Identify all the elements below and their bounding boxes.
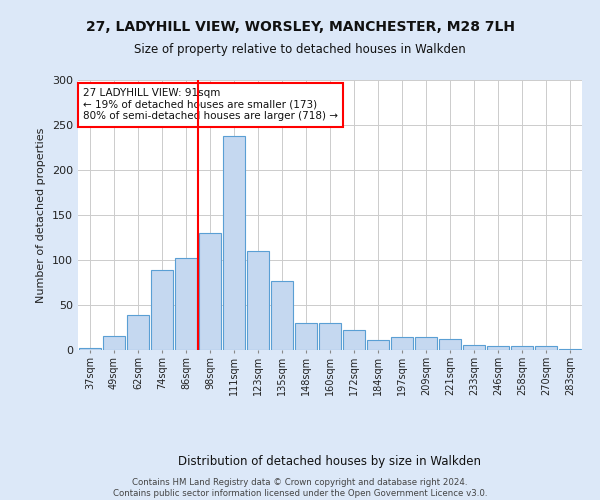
Bar — [127, 315, 149, 350]
Bar — [175, 258, 197, 350]
Text: Distribution of detached houses by size in Walkden: Distribution of detached houses by size … — [179, 454, 482, 468]
Bar — [199, 233, 221, 350]
Bar — [247, 251, 269, 350]
Bar — [511, 346, 533, 350]
Bar — [463, 344, 485, 350]
Bar — [295, 323, 317, 350]
Bar — [151, 270, 173, 350]
Bar — [487, 346, 509, 350]
Bar — [271, 280, 293, 350]
Bar — [319, 323, 341, 350]
Bar — [79, 348, 101, 350]
Text: Contains HM Land Registry data © Crown copyright and database right 2024.
Contai: Contains HM Land Registry data © Crown c… — [113, 478, 487, 498]
Bar — [391, 336, 413, 350]
Text: 27, LADYHILL VIEW, WORSLEY, MANCHESTER, M28 7LH: 27, LADYHILL VIEW, WORSLEY, MANCHESTER, … — [86, 20, 515, 34]
Bar — [559, 349, 581, 350]
Bar — [343, 330, 365, 350]
Bar — [367, 340, 389, 350]
Text: 27 LADYHILL VIEW: 91sqm
← 19% of detached houses are smaller (173)
80% of semi-d: 27 LADYHILL VIEW: 91sqm ← 19% of detache… — [83, 88, 338, 122]
Bar — [439, 339, 461, 350]
Text: Size of property relative to detached houses in Walkden: Size of property relative to detached ho… — [134, 42, 466, 56]
Bar — [535, 346, 557, 350]
Y-axis label: Number of detached properties: Number of detached properties — [37, 128, 46, 302]
Bar — [223, 136, 245, 350]
Bar — [103, 336, 125, 350]
Bar — [415, 336, 437, 350]
